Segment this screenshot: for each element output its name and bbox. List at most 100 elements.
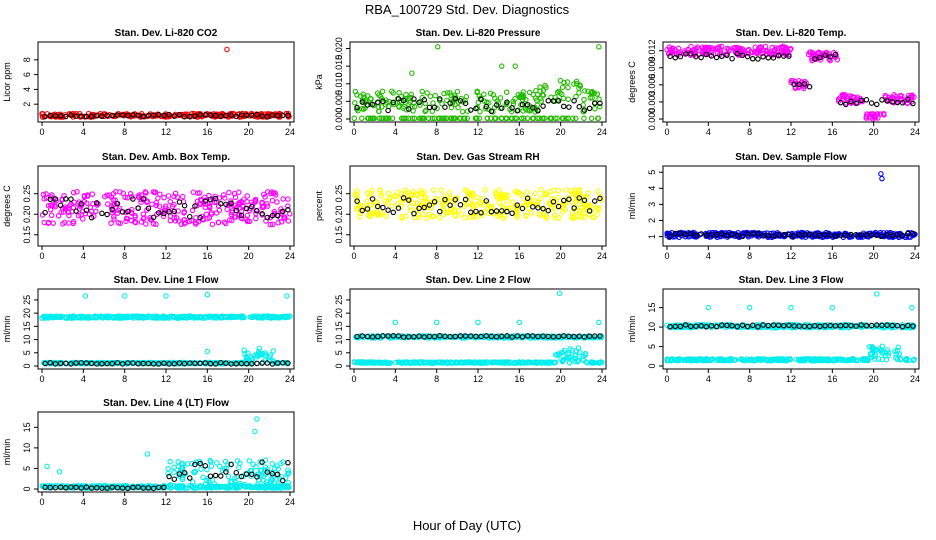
data-point bbox=[675, 49, 682, 55]
data-point bbox=[128, 209, 135, 216]
data-point bbox=[45, 219, 52, 226]
y-tick-label: 20 bbox=[22, 308, 32, 318]
x-tick-label: 8 bbox=[434, 127, 439, 137]
data-point bbox=[417, 102, 423, 108]
x-tick-label: 4 bbox=[81, 374, 86, 384]
data-point bbox=[47, 196, 54, 202]
data-point bbox=[504, 99, 510, 105]
data-point bbox=[204, 348, 211, 355]
data-point bbox=[581, 115, 587, 122]
x-tick-label: 20 bbox=[869, 251, 879, 261]
data-point bbox=[420, 211, 426, 217]
data-point bbox=[535, 108, 541, 114]
data-point bbox=[259, 113, 265, 119]
data-point bbox=[540, 103, 546, 109]
data-point bbox=[253, 215, 259, 222]
y-tick-label: 10 bbox=[22, 443, 32, 453]
data-point bbox=[135, 205, 141, 211]
data-point bbox=[775, 52, 782, 59]
data-point bbox=[162, 205, 168, 211]
data-point bbox=[438, 115, 445, 122]
data-point bbox=[171, 469, 177, 476]
data-point bbox=[906, 97, 912, 103]
x-tick-label: 0 bbox=[39, 374, 44, 384]
y-tick-label: 15 bbox=[22, 422, 32, 432]
data-point bbox=[406, 106, 412, 112]
data-point bbox=[884, 98, 890, 104]
y-tick-label: 5 bbox=[22, 350, 32, 355]
data-point bbox=[455, 104, 461, 111]
data-point bbox=[228, 211, 235, 218]
data-point bbox=[285, 112, 291, 118]
data-point bbox=[233, 113, 240, 120]
data-point bbox=[209, 221, 216, 228]
data-point bbox=[181, 113, 188, 120]
data-point bbox=[108, 203, 115, 209]
data-point bbox=[499, 105, 505, 111]
x-tick-label: 4 bbox=[81, 127, 86, 137]
data-point bbox=[223, 201, 229, 208]
x-tick-label: 24 bbox=[910, 374, 920, 384]
x-tick-label: 20 bbox=[244, 251, 254, 261]
data-point bbox=[548, 115, 555, 122]
data-point bbox=[416, 99, 422, 106]
data-point bbox=[509, 105, 515, 111]
data-point bbox=[171, 208, 178, 215]
panel-ylabel: ml/min bbox=[627, 316, 637, 343]
data-point bbox=[254, 208, 260, 214]
x-tick-label: 4 bbox=[393, 374, 398, 384]
data-point bbox=[40, 191, 47, 198]
data-point bbox=[250, 461, 256, 468]
panel-ylabel: degrees C bbox=[2, 185, 12, 227]
data-point bbox=[369, 115, 376, 122]
data-point bbox=[62, 206, 68, 212]
data-point bbox=[200, 216, 206, 222]
data-point bbox=[556, 290, 563, 297]
data-point bbox=[550, 98, 557, 104]
data-point bbox=[176, 111, 183, 118]
data-point bbox=[196, 190, 203, 196]
data-point bbox=[433, 319, 440, 326]
data-point bbox=[481, 91, 487, 98]
data-point bbox=[370, 102, 377, 109]
y-tick-label: 5 bbox=[647, 170, 657, 175]
data-point bbox=[739, 52, 746, 59]
data-point bbox=[123, 218, 129, 224]
data-point bbox=[68, 196, 74, 202]
y-tick-label: 0.003 bbox=[647, 91, 657, 114]
data-point bbox=[698, 54, 704, 61]
data-point bbox=[269, 112, 276, 118]
data-point bbox=[448, 115, 455, 122]
data-point bbox=[206, 214, 213, 221]
y-tick-label: 0.012 bbox=[647, 39, 657, 62]
data-point bbox=[147, 112, 154, 119]
data-point bbox=[770, 55, 777, 61]
x-tick-label: 0 bbox=[351, 127, 356, 137]
y-tick-label: 25 bbox=[334, 295, 344, 305]
data-point bbox=[122, 194, 128, 201]
data-point bbox=[141, 215, 147, 221]
data-point bbox=[472, 115, 479, 122]
data-point bbox=[213, 460, 220, 466]
data-point bbox=[805, 51, 812, 58]
data-point bbox=[256, 112, 262, 118]
data-point bbox=[264, 113, 271, 120]
data-point bbox=[474, 104, 480, 111]
data-point bbox=[483, 103, 490, 110]
data-point bbox=[254, 111, 260, 118]
data-point bbox=[130, 196, 136, 202]
data-point bbox=[571, 98, 577, 104]
x-tick-label: 0 bbox=[664, 374, 669, 384]
series-points bbox=[39, 416, 292, 492]
data-point bbox=[123, 215, 130, 222]
data-point bbox=[555, 98, 562, 104]
data-point bbox=[530, 115, 537, 122]
data-point bbox=[106, 192, 113, 198]
data-point bbox=[202, 463, 209, 469]
x-tick-label: 16 bbox=[202, 127, 212, 137]
x-tick-label: 20 bbox=[556, 374, 566, 384]
data-point bbox=[910, 100, 916, 107]
data-point bbox=[269, 212, 276, 219]
data-point bbox=[411, 214, 418, 221]
